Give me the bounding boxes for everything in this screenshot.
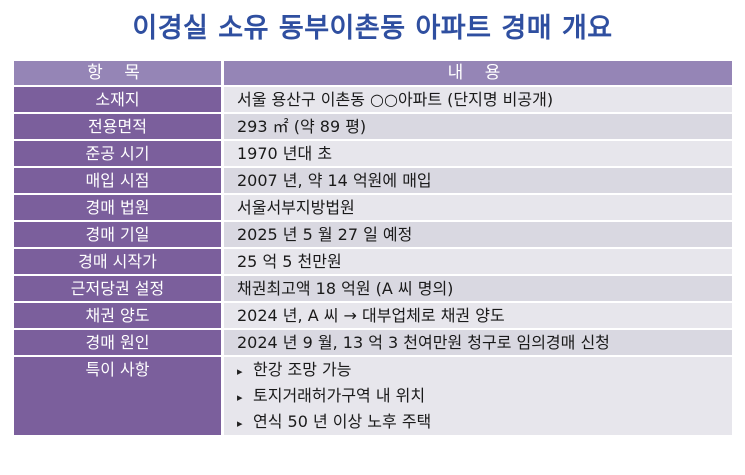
- special-notes-list: ▸ 한강 조망 가능 ▸ 토지거래허가구역 내 위치 ▸ 연식 50 년 이상 노후 …: [237, 357, 732, 434]
- row-key: 전용면적: [14, 113, 221, 141]
- table-header-row: 항 목 내 용: [14, 61, 732, 87]
- table-row: 경매 법원 서울서부지방법원: [14, 194, 732, 222]
- table-row: 채권 양도 2024 년, A 씨 → 대부업체로 채권 양도: [14, 302, 732, 330]
- list-item: ▸ 한강 조망 가능: [237, 357, 732, 383]
- table-row: 전용면적 293 ㎡ (약 89 평): [14, 113, 732, 141]
- row-value: 293 ㎡ (약 89 평): [224, 113, 732, 141]
- column-divider: [221, 329, 224, 357]
- special-notes-key: 특이 사항: [14, 356, 221, 437]
- bullet-triangle-icon: ▸: [237, 365, 243, 378]
- auction-summary-table: 항 목 내 용 소재지 서울 용산구 이촌동 ○○아파트 (단지명 비공개) 전…: [14, 61, 732, 437]
- row-value: 2007 년, 약 14 억원에 매입: [224, 167, 732, 195]
- special-notes-row: 특이 사항 ▸ 한강 조망 가능 ▸ 토지거래허가구역 내 위치 ▸ 연식 50 년 …: [14, 356, 732, 437]
- column-divider: [221, 221, 224, 249]
- row-key: 근저당권 설정: [14, 275, 221, 303]
- row-value: 서울서부지방법원: [224, 194, 732, 222]
- column-divider: [221, 302, 224, 330]
- list-item: ▸ 연식 50 년 이상 노후 주택: [237, 409, 732, 434]
- header-item: 항 목: [14, 61, 221, 87]
- column-divider: [221, 86, 224, 114]
- table-row: 경매 기일 2025 년 5 월 27 일 예정: [14, 221, 732, 249]
- row-value: 채권최고액 18 억원 (A 씨 명의): [224, 275, 732, 303]
- row-value: 2025 년 5 월 27 일 예정: [224, 221, 732, 249]
- column-divider: [221, 248, 224, 276]
- row-value: 1970 년대 초: [224, 140, 732, 168]
- table-row: 준공 시기 1970 년대 초: [14, 140, 732, 168]
- row-key: 경매 원인: [14, 329, 221, 357]
- row-key: 경매 법원: [14, 194, 221, 222]
- header-content: 내 용: [224, 61, 732, 87]
- column-divider: [221, 61, 224, 87]
- list-item-text: 한강 조망 가능: [253, 360, 352, 379]
- list-item-text: 연식 50 년 이상 노후 주택: [253, 412, 432, 431]
- column-divider: [221, 167, 224, 195]
- row-key: 소재지: [14, 86, 221, 114]
- row-key: 경매 기일: [14, 221, 221, 249]
- table-row: 매입 시점 2007 년, 약 14 억원에 매입: [14, 167, 732, 195]
- row-value: 2024 년, A 씨 → 대부업체로 채권 양도: [224, 302, 732, 330]
- row-value: 2024 년 9 월, 13 억 3 천여만원 청구로 임의경매 신청: [224, 329, 732, 357]
- column-divider: [221, 113, 224, 141]
- table-row: 근저당권 설정 채권최고액 18 억원 (A 씨 명의): [14, 275, 732, 303]
- bullet-triangle-icon: ▸: [237, 417, 243, 430]
- table-row: 경매 원인 2024 년 9 월, 13 억 3 천여만원 청구로 임의경매 신…: [14, 329, 732, 357]
- row-key: 채권 양도: [14, 302, 221, 330]
- bullet-triangle-icon: ▸: [237, 391, 243, 404]
- list-item: ▸ 토지거래허가구역 내 위치: [237, 383, 732, 409]
- column-divider: [221, 356, 224, 437]
- row-value: 25 억 5 천만원: [224, 248, 732, 276]
- column-divider: [221, 140, 224, 168]
- list-item-text: 토지거래허가구역 내 위치: [253, 386, 426, 405]
- row-key: 매입 시점: [14, 167, 221, 195]
- row-key: 준공 시기: [14, 140, 221, 168]
- column-divider: [221, 275, 224, 303]
- row-value: 서울 용산구 이촌동 ○○아파트 (단지명 비공개): [224, 86, 732, 114]
- row-key: 경매 시작가: [14, 248, 221, 276]
- column-divider: [221, 194, 224, 222]
- page-title: 이경실 소유 동부이촌동 아파트 경매 개요: [132, 13, 613, 44]
- table-row: 경매 시작가 25 억 5 천만원: [14, 248, 732, 276]
- table-row: 소재지 서울 용산구 이촌동 ○○아파트 (단지명 비공개): [14, 86, 732, 114]
- special-notes-value: ▸ 한강 조망 가능 ▸ 토지거래허가구역 내 위치 ▸ 연식 50 년 이상 노후 …: [224, 356, 732, 437]
